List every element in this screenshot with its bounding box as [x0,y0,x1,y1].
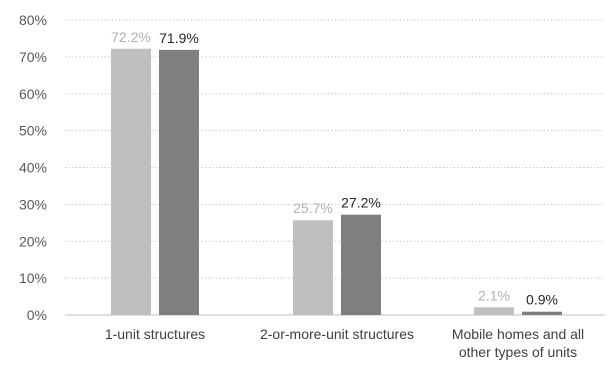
bar [111,48,151,315]
data-label: 2.1% [478,287,510,303]
y-tick-label: 20% [19,233,47,249]
y-tick-label: 50% [19,123,47,139]
category-label: 1-unit structures [105,326,205,342]
y-tick-label: 10% [19,270,47,286]
data-label: 0.9% [526,292,558,308]
category-label: other types of units [459,344,577,360]
y-tick-label: 0% [27,307,47,323]
bar [474,307,514,315]
category-label: Mobile homes and all [452,326,584,342]
y-tick-label: 60% [19,86,47,102]
data-label: 72.2% [111,29,151,45]
bar [522,311,562,315]
bar [159,49,199,316]
y-axis-ticks: 0% 10% 20% 30% 40% 50% 60% 70% 80% [19,12,47,323]
data-label: 27.2% [341,195,381,211]
bar [341,214,381,315]
gridlines [65,19,605,316]
y-tick-label: 40% [19,160,47,176]
x-axis-categories: 1-unit structures 2-or-more-unit structur… [105,326,584,360]
data-label: 25.7% [293,200,333,216]
category-label: 2-or-more-unit structures [260,326,414,342]
bars [111,48,562,316]
y-tick-label: 80% [19,12,47,28]
y-tick-label: 30% [19,196,47,212]
bar [293,220,333,315]
data-labels: 72.2% 25.7% 2.1% 71.9% 27.2% 0.9% [111,29,558,308]
data-label: 71.9% [159,30,199,46]
y-tick-label: 70% [19,49,47,65]
